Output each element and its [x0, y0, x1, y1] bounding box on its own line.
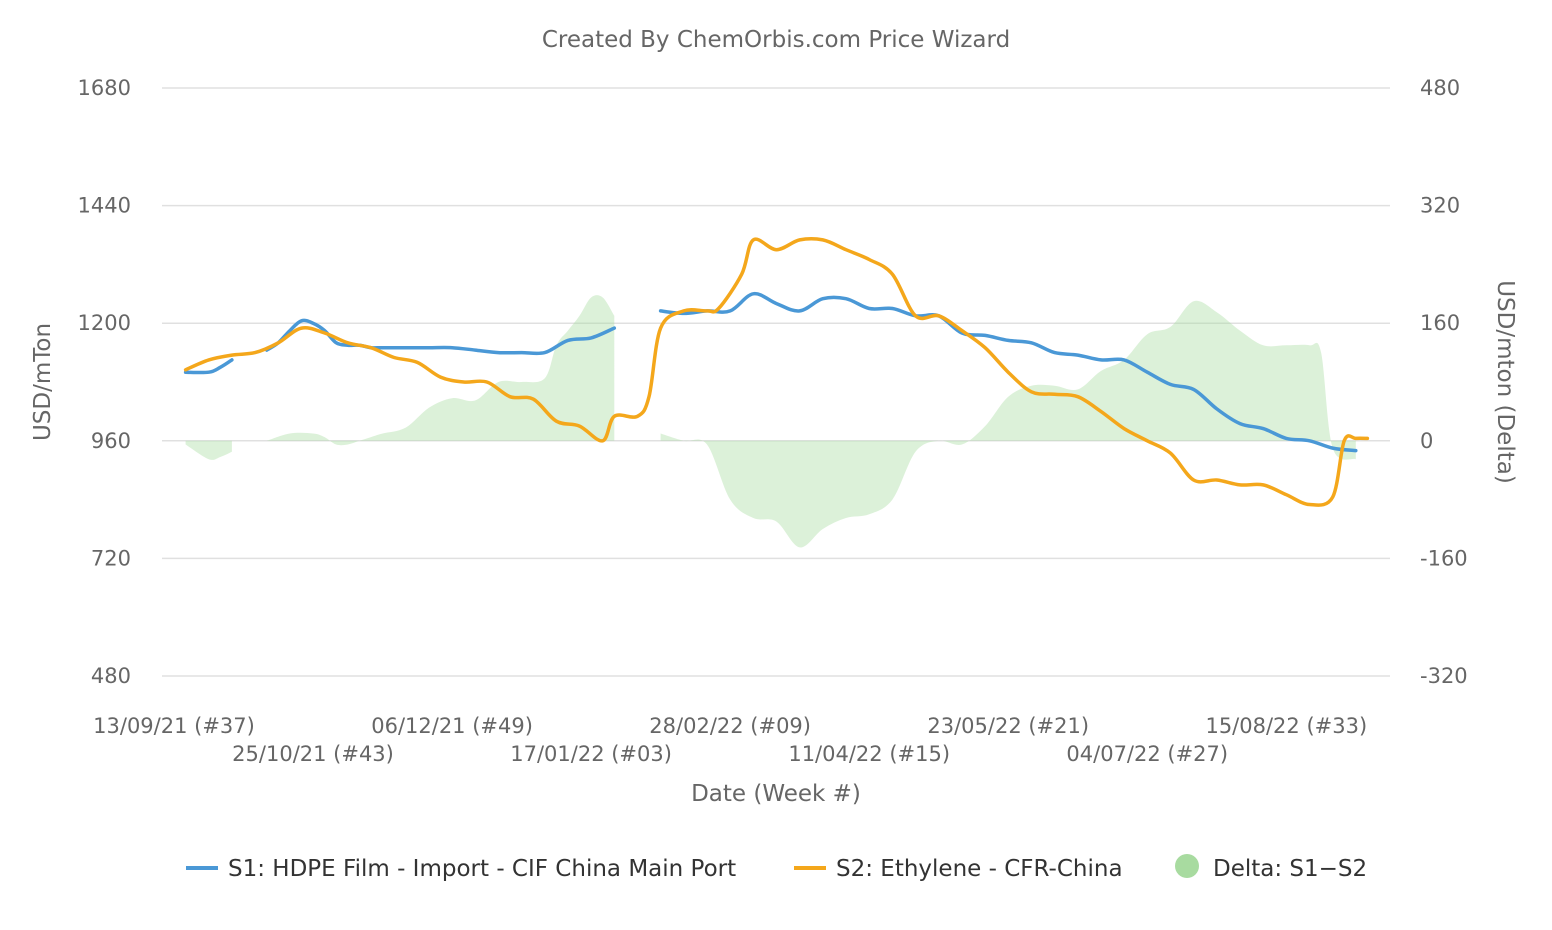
- x-axis-ticks: 13/09/21 (#37) 25/10/21 (#43) 06/12/21 (#4…: [93, 714, 1367, 766]
- legend-item[interactable]: S1: HDPE Film - Import - CIF China Main …: [186, 856, 736, 882]
- s1-hdpe-line[interactable]: [183, 358, 234, 375]
- x-tick-label: 04/07/22 (#27): [1066, 742, 1228, 766]
- y-left-tick-label: 1200: [78, 311, 131, 335]
- legend: S1: HDPE Film - Import - CIF China Main …: [186, 854, 1367, 882]
- x-tick-label: 17/01/22 (#03): [510, 742, 672, 766]
- x-tick-label: 06/12/21 (#49): [371, 714, 533, 738]
- delta-area-layer: [185, 295, 1356, 548]
- s1-hdpe-line[interactable]: [264, 318, 617, 356]
- y-left-tick-label: 480: [91, 664, 131, 688]
- x-tick-label: 25/10/21 (#43): [232, 742, 394, 766]
- y-right-tick-label: 320: [1420, 194, 1460, 218]
- y-axis-left-label: USD/mTon: [30, 323, 56, 441]
- legend-label: S2: Ethylene - CFR-China: [836, 856, 1123, 882]
- y-left-tick-label: 720: [91, 546, 131, 570]
- y-right-tick-label: 160: [1420, 311, 1460, 335]
- x-tick-label: 15/08/22 (#33): [1205, 714, 1367, 738]
- y-left-tick-label: 1680: [78, 76, 131, 100]
- y-left-tick-label: 1440: [78, 194, 131, 218]
- y-left-tick-label: 960: [91, 429, 131, 453]
- grid-layer: [162, 87, 1390, 677]
- x-tick-label: 11/04/22 (#15): [788, 742, 950, 766]
- y-right-tick-label: -320: [1420, 664, 1468, 688]
- delta-area: [266, 295, 615, 446]
- x-tick-label: 28/02/22 (#09): [649, 714, 811, 738]
- x-tick-label: 13/09/21 (#37): [93, 714, 255, 738]
- delta-area: [185, 440, 232, 460]
- legend-label: S1: HDPE Film - Import - CIF China Main …: [228, 856, 736, 882]
- y-axis-right-ticks: -320 -160 0 160 320 480: [1420, 76, 1468, 688]
- legend-swatch: [1175, 854, 1199, 878]
- y-right-tick-label: 0: [1420, 429, 1433, 453]
- chart-title: Created By ChemOrbis.com Price Wizard: [542, 27, 1010, 53]
- y-axis-right-label: USD/mton (Delta): [1492, 280, 1518, 484]
- legend-item[interactable]: Delta: S1−S2: [1175, 854, 1367, 882]
- y-right-tick-label: 480: [1420, 76, 1460, 100]
- x-tick-label: 23/05/22 (#21): [927, 714, 1089, 738]
- series-line-layer: [183, 236, 1370, 507]
- y-axis-left-ticks: 480 720 960 1200 1440 1680: [78, 76, 131, 688]
- s2-ethylene-line[interactable]: [183, 236, 1370, 507]
- x-axis-label: Date (Week #): [691, 781, 861, 807]
- legend-item[interactable]: S2: Ethylene - CFR-China: [794, 856, 1123, 882]
- s1-hdpe-line[interactable]: [658, 292, 1358, 453]
- delta-area: [660, 300, 1356, 548]
- legend-label: Delta: S1−S2: [1213, 856, 1367, 882]
- y-right-tick-label: -160: [1420, 546, 1468, 570]
